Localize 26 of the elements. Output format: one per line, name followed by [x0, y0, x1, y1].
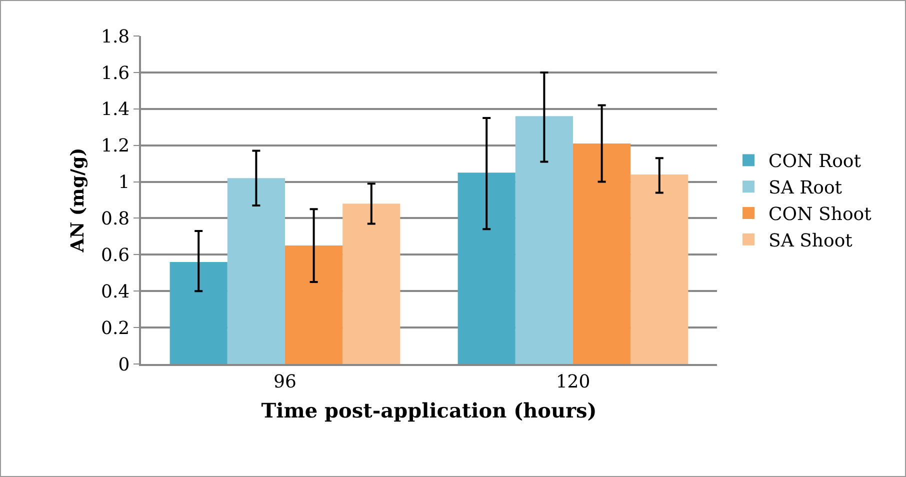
y-tick-label: 0.4: [101, 281, 130, 302]
y-tick-label: 1: [118, 172, 130, 194]
y-tick-label: 1.6: [101, 62, 130, 84]
y-tick-label: 0.8: [101, 208, 130, 230]
y-axis-title: AN (mg/g): [68, 148, 89, 254]
bar: [515, 116, 573, 364]
bar: [227, 178, 285, 364]
x-tick-label: 96: [274, 371, 296, 392]
bar: [342, 204, 400, 364]
bar: [458, 172, 516, 364]
legend-label: CON Root: [768, 151, 862, 172]
y-tick-label: 1.2: [101, 136, 130, 157]
y-tick-label: 0.6: [101, 244, 130, 266]
legend-label: SA Shoot: [768, 230, 854, 252]
legend-label: SA Root: [768, 178, 843, 199]
x-axis-title: Time post-application (hours): [261, 398, 597, 422]
y-tick-label: 0.2: [101, 318, 130, 339]
bar: [573, 144, 631, 364]
y-tick-label: 1.4: [101, 99, 130, 120]
y-tick-label: 1.8: [101, 26, 130, 48]
x-tick-label: 120: [556, 371, 590, 392]
bar: [630, 174, 688, 364]
bar: [285, 246, 343, 364]
bar: [170, 262, 228, 364]
y-tick-label: 0: [118, 354, 130, 376]
legend-label: CON Shoot: [768, 204, 872, 226]
